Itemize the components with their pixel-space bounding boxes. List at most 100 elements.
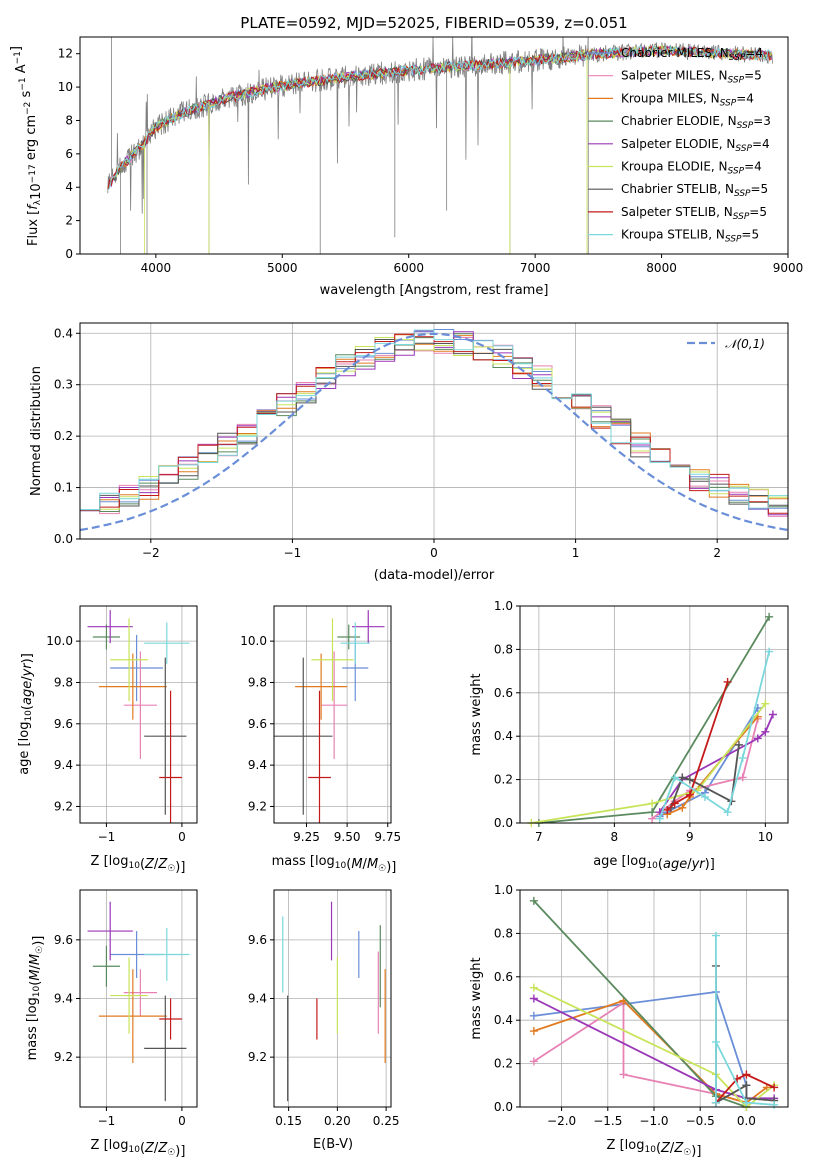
y-tick-label: 9.4	[248, 758, 267, 772]
y-axis-label: mass [log10(M/M☉)]	[25, 936, 46, 1061]
y-tick-label: 0.0	[494, 816, 513, 830]
x-tick-label: 9.25	[293, 830, 320, 844]
weight-point-marker	[723, 677, 732, 686]
age-vs-Z-panel: −1 0 9.2 9.4 9.6 9.8 10.0 Z [log10(Z/Z☉)] age [l…	[17, 605, 198, 875]
x-tick-label: 0.0	[737, 1114, 756, 1128]
weight-point-marker	[768, 710, 777, 719]
weight-point-marker	[711, 931, 720, 940]
weight-point-marker	[685, 790, 694, 799]
x-axis-label: Z [log10(Z/Z☉)]	[607, 1138, 702, 1159]
legend-entry: Salpeter STELIB, NSSP=5	[621, 205, 767, 222]
weight-vs-Z-panel: −2.0 −1.5 −1.0 −0.5 0.0 0.0 0.2 0.4 0.6 0.8 1.0 Z […	[469, 883, 789, 1159]
x-tick-label: −1.0	[639, 1114, 668, 1128]
y-tick-label: 9.4	[54, 758, 73, 772]
y-tick-label: 0.8	[494, 926, 513, 940]
weight-point-marker	[734, 740, 743, 749]
y-tick-label: 10.0	[240, 634, 267, 648]
weight-point-marker	[742, 1098, 751, 1107]
x-tick-label: −0.5	[686, 1114, 715, 1128]
y-tick-label: 0.0	[494, 1100, 513, 1114]
weight-point-marker	[700, 792, 709, 801]
weight-point-marker	[670, 799, 679, 808]
y-axis-label: Flux [fλ10−17 erg cm−2 s−1 A−1]	[9, 46, 44, 246]
weight-point-marker	[529, 1027, 538, 1036]
axes-frame	[273, 605, 392, 824]
x-tick-label: 1	[572, 546, 580, 560]
legend-entry: Chabrier STELIB, NSSP=5	[621, 182, 768, 199]
y-tick-label: 10	[58, 80, 73, 94]
x-axis-label: mass [log10(M/M☉)]	[272, 854, 397, 875]
axes-frame	[519, 605, 789, 824]
age-vs-mass-panel: 9.25 9.50 9.75 9.2 9.4 9.6 9.8 10.0 mass [log10(…	[240, 605, 401, 875]
axes-frame	[79, 36, 789, 255]
y-tick-label: 9.2	[54, 799, 73, 813]
weight-point-marker	[761, 727, 770, 736]
x-tick-label: 8	[611, 830, 619, 844]
y-tick-label: 0.2	[494, 773, 513, 787]
y-tick-label: 9.8	[248, 675, 267, 689]
figure-title: PLATE=0592, MJD=52025, FIBERID=0539, z=0…	[240, 14, 627, 32]
mass-vs-ebv-panel: 0.15 0.20 0.25 9.2 9.4 9.6 E(B-V)	[248, 889, 400, 1152]
weight-point-marker	[742, 1081, 751, 1090]
x-axis-label: (data-model)/error	[374, 568, 495, 583]
weight-point-marker	[711, 1037, 720, 1046]
x-tick-label: 8000	[646, 261, 677, 275]
y-tick-label: 8	[65, 113, 73, 127]
x-axis-label: Z [log10(Z/Z☉)]	[91, 854, 186, 875]
weight-point-marker	[770, 1083, 779, 1092]
y-tick-label: 0.0	[54, 532, 73, 546]
x-tick-label: 9	[686, 830, 694, 844]
weight-series-line	[533, 986, 775, 1107]
y-tick-label: 9.6	[54, 717, 73, 731]
y-tick-label: 0.3	[54, 378, 73, 392]
y-tick-label: 0.2	[494, 1057, 513, 1071]
x-tick-label: −1	[98, 830, 116, 844]
x-tick-label: 0	[430, 546, 438, 560]
x-tick-label: 9.75	[374, 830, 401, 844]
spectrum-panel: 4000 5000 6000 7000 8000 9000 0 2 4 6 8 10 12 Chabrie…	[9, 36, 803, 298]
weight-point-marker	[655, 814, 664, 823]
legend-entry: Chabrier MILES, NSSP=4	[621, 46, 763, 63]
y-tick-label: 9.2	[54, 1050, 73, 1064]
weight-point-marker	[529, 1011, 538, 1020]
weight-point-marker	[529, 1057, 538, 1066]
weight-point-marker	[529, 994, 538, 1003]
weight-point-marker	[648, 799, 657, 808]
x-tick-label: 0	[178, 1114, 186, 1128]
mass-vs-Z-panel: −1 0 9.2 9.4 9.6 Z [log10(Z/Z☉)] mass [log10(M…	[25, 889, 198, 1159]
legend-entry: Kroupa MILES, NSSP=4	[621, 91, 754, 108]
x-tick-label: 0.25	[373, 1114, 400, 1128]
weight-point-marker	[742, 1070, 751, 1079]
x-tick-label: 7000	[520, 261, 551, 275]
y-tick-label: 9.4	[54, 992, 73, 1006]
x-tick-label: −1	[284, 546, 302, 560]
x-tick-label: −1.5	[593, 1114, 622, 1128]
y-tick-label: 10.0	[46, 634, 73, 648]
legend-entry: Chabrier ELODIE, NSSP=3	[621, 114, 771, 131]
weight-point-marker	[619, 1070, 628, 1079]
weight-point-marker	[529, 983, 538, 992]
y-tick-label: 0.4	[494, 729, 513, 743]
weight-series-line	[533, 900, 747, 1107]
x-tick-label: 0.15	[275, 1114, 302, 1128]
legend-entry: Kroupa STELIB, NSSP=5	[621, 228, 759, 245]
weight-point-marker	[761, 699, 770, 708]
weight-point-marker	[765, 612, 774, 621]
x-tick-label: −1	[98, 1114, 116, 1128]
y-tick-label: 9.6	[248, 933, 267, 947]
y-axis-label: mass weight	[469, 673, 484, 755]
weight-point-marker	[753, 734, 762, 743]
axes-frame	[79, 889, 198, 1108]
y-tick-label: 1.0	[494, 599, 513, 613]
y-tick-label: 4	[65, 180, 73, 194]
x-tick-label: −2.0	[547, 1114, 576, 1128]
y-tick-label: 0.8	[494, 642, 513, 656]
weight-point-marker	[678, 773, 687, 782]
y-tick-label: 9.4	[248, 992, 267, 1006]
x-tick-label: 5000	[267, 261, 298, 275]
y-tick-label: 9.2	[248, 799, 267, 813]
y-axis-label: mass weight	[469, 957, 484, 1039]
x-axis-label: E(B-V)	[313, 1137, 353, 1152]
weight-point-marker	[711, 1098, 720, 1107]
